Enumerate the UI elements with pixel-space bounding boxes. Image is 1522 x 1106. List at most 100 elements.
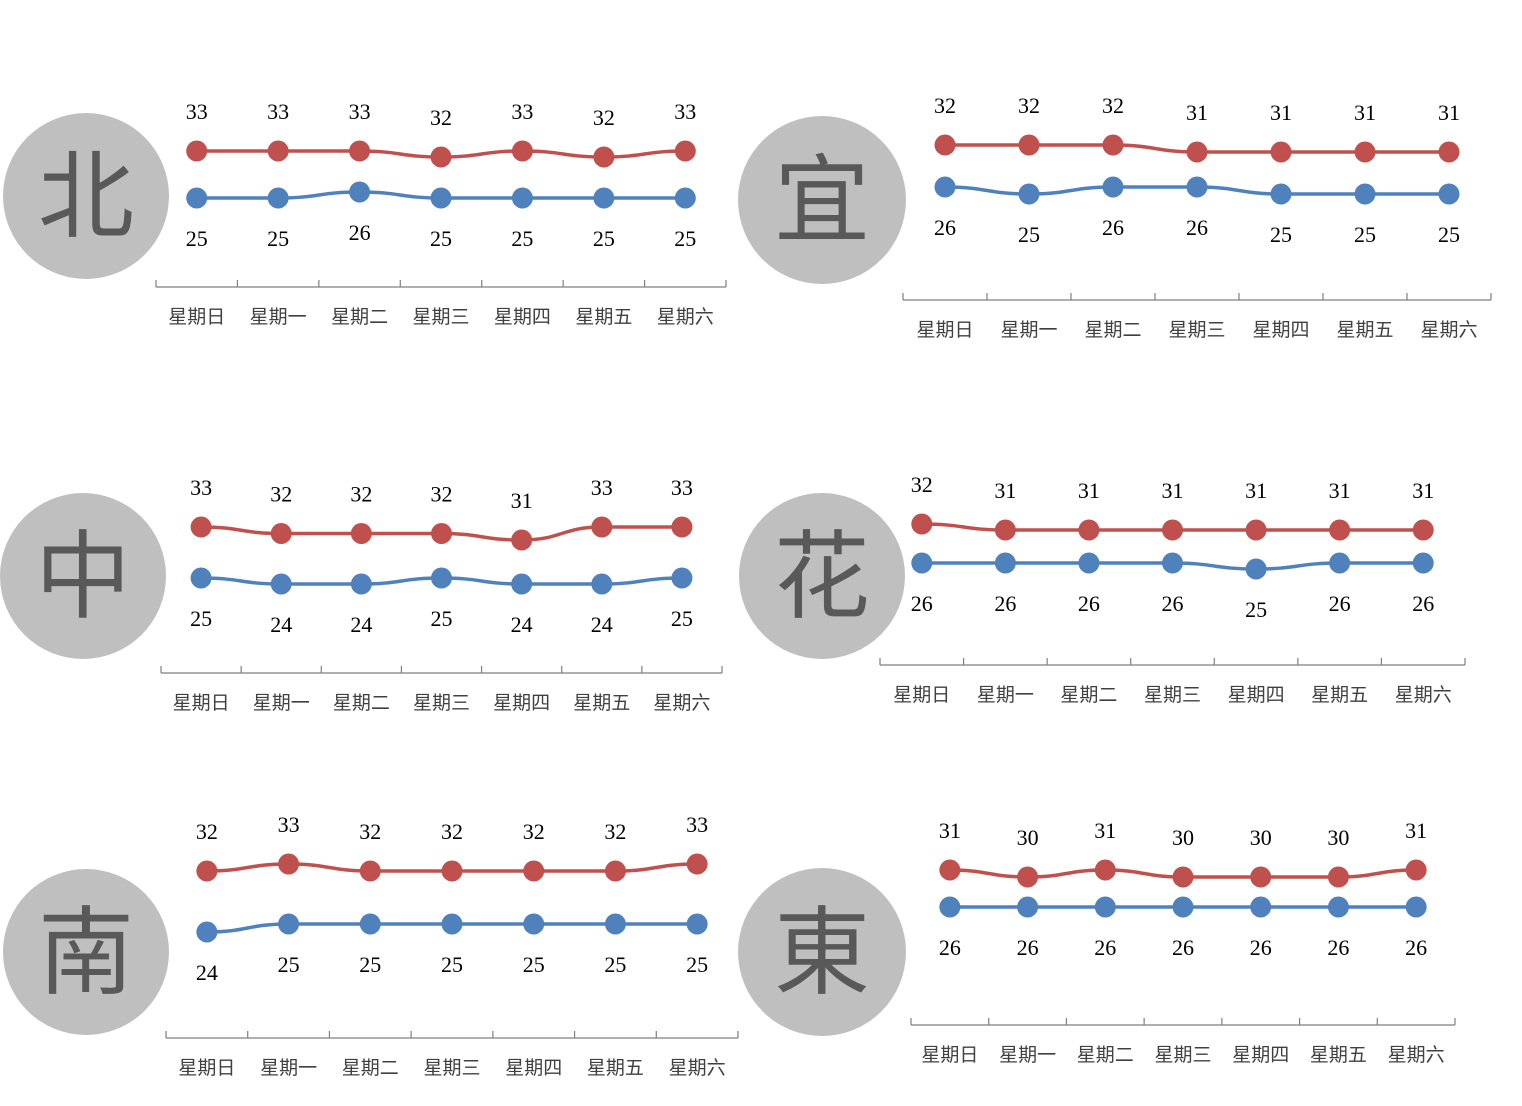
low-temp-label: 26 [1327, 935, 1349, 960]
x-tick-label: 星期四 [493, 692, 550, 714]
high-temp-point [1172, 866, 1194, 888]
x-tick-label: 星期一 [250, 306, 307, 328]
high-temp-point [190, 516, 212, 538]
high-temp-label: 32 [604, 819, 626, 844]
high-temp-point [1017, 866, 1039, 888]
high-temp-point [523, 860, 545, 882]
x-tick-label: 星期四 [1232, 1044, 1289, 1066]
region-badge [738, 116, 906, 284]
high-temp-label: 31 [1354, 100, 1376, 125]
low-temp-point [278, 913, 300, 935]
x-tick-label: 星期五 [1311, 684, 1368, 706]
low-temp-label: 25 [441, 952, 463, 977]
high-temp-label: 33 [671, 475, 693, 500]
high-temp-label: 31 [1405, 818, 1427, 843]
x-tick-label: 星期二 [333, 692, 390, 714]
high-temp-point [431, 523, 452, 544]
high-temp-label: 31 [1162, 478, 1184, 503]
low-temp-point [671, 567, 693, 589]
low-temp-point [1172, 896, 1194, 918]
low-temp-label: 25 [1270, 222, 1292, 247]
x-tick-label: 星期日 [178, 1057, 235, 1079]
x-tick-label: 星期日 [168, 306, 225, 328]
low-temp-label: 26 [349, 220, 371, 245]
low-temp-label: 26 [994, 591, 1016, 616]
low-temp-label: 26 [1329, 591, 1351, 616]
high-temp-point [1327, 866, 1349, 888]
low-temp-point [604, 913, 626, 935]
region-label: 中 [35, 521, 131, 633]
high-temp-point [1102, 134, 1124, 156]
x-tick-label: 星期五 [1336, 319, 1393, 341]
high-temp-point [511, 140, 533, 162]
low-temp-point [430, 187, 452, 209]
low-temp-label: 25 [430, 226, 452, 251]
x-tick-label: 星期二 [331, 306, 388, 328]
high-temp-label: 32 [270, 482, 292, 507]
high-temp-label: 32 [934, 93, 956, 118]
high-temp-point [186, 140, 208, 162]
low-temp-point [1329, 552, 1351, 574]
low-temp-point [911, 552, 933, 574]
high-temp-label: 31 [994, 478, 1016, 503]
low-temp-label: 26 [1250, 935, 1272, 960]
high-temp-label: 33 [190, 475, 212, 500]
high-temp-label: 30 [1327, 825, 1349, 850]
high-temp-label: 32 [196, 819, 218, 844]
low-temp-label: 25 [1245, 597, 1267, 622]
x-tick-label: 星期六 [653, 692, 710, 714]
low-temp-label: 24 [350, 612, 372, 637]
high-temp-label: 31 [1186, 100, 1208, 125]
high-temp-point [1354, 141, 1376, 163]
high-temp-point [270, 523, 292, 544]
low-temp-label: 26 [1162, 591, 1184, 616]
low-temp-point [674, 187, 696, 209]
low-temp-point [591, 573, 613, 595]
low-temp-label: 25 [1438, 222, 1460, 247]
high-temp-point [1270, 141, 1292, 163]
high-temp-label: 32 [359, 819, 381, 844]
low-temp-point [267, 187, 289, 209]
high-temp-label: 33 [267, 99, 289, 124]
x-tick-label: 星期一 [999, 1044, 1056, 1066]
low-temp-label: 26 [1412, 591, 1434, 616]
low-temp-label: 25 [1018, 222, 1040, 247]
low-temp-point [196, 921, 218, 943]
high-temp-point [278, 853, 300, 875]
x-tick-label: 星期一 [260, 1057, 317, 1079]
region-label: 東 [774, 897, 870, 1009]
region-label: 北 [38, 141, 134, 253]
low-temp-label: 24 [196, 960, 218, 985]
low-temp-label: 26 [1094, 935, 1116, 960]
high-temp-point [686, 853, 708, 875]
high-temp-label: 32 [1102, 93, 1124, 118]
x-tick-label: 星期六 [1420, 319, 1477, 341]
low-temp-label: 26 [1405, 935, 1427, 960]
x-tick-label: 星期二 [1077, 1044, 1134, 1066]
high-temp-label: 33 [686, 812, 708, 837]
low-temp-label: 24 [511, 612, 533, 637]
high-temp-label: 33 [674, 99, 696, 124]
x-tick-label: 星期五 [587, 1057, 644, 1079]
high-temp-point [1094, 859, 1116, 881]
high-temp-point [1412, 519, 1434, 541]
region-badge [3, 113, 169, 279]
x-tick-label: 星期四 [505, 1057, 562, 1079]
high-temp-point [1438, 141, 1460, 163]
low-temp-label: 25 [523, 952, 545, 977]
high-temp-label: 30 [1017, 825, 1039, 850]
low-temp-label: 25 [686, 952, 708, 977]
low-temp-point [1018, 183, 1040, 205]
high-temp-label: 31 [1438, 100, 1460, 125]
high-temp-label: 32 [441, 819, 463, 844]
high-temp-label: 31 [939, 818, 961, 843]
high-temp-label: 33 [349, 99, 371, 124]
high-temp-label: 31 [1094, 818, 1116, 843]
x-tick-label: 星期五 [575, 306, 632, 328]
high-temp-label: 31 [1270, 100, 1292, 125]
low-temp-point [1245, 558, 1267, 580]
region-label: 宜 [774, 145, 870, 257]
low-temp-point [1102, 176, 1124, 198]
high-temp-point [196, 860, 218, 882]
